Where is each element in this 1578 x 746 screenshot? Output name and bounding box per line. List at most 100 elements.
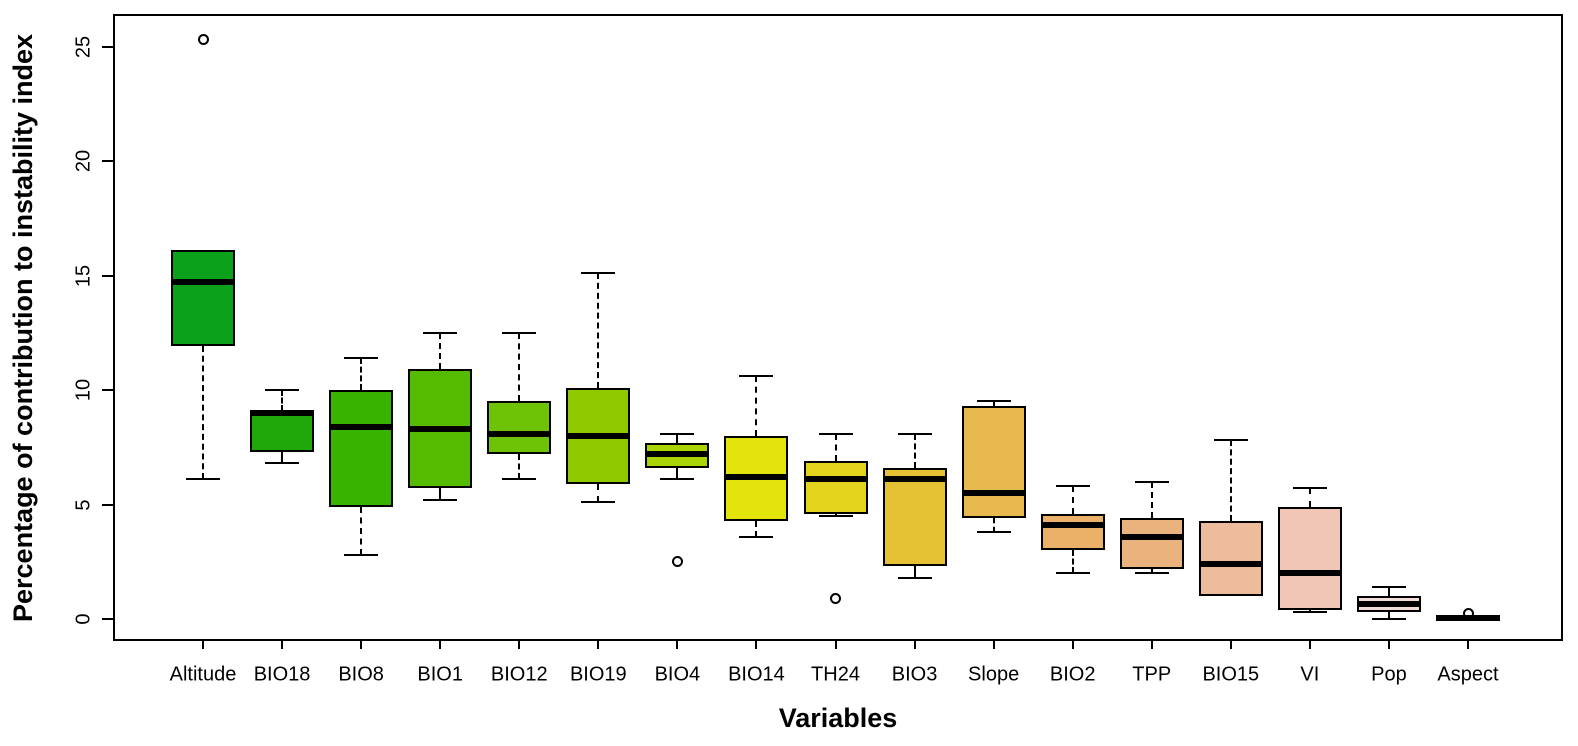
upper-whisker-cap: [423, 331, 458, 334]
median-line: [1277, 570, 1342, 577]
box-iqr: [961, 406, 1026, 519]
lower-whisker-cap: [1134, 572, 1169, 575]
x-tick-mark: [676, 641, 679, 649]
median-line: [171, 279, 235, 286]
upper-whisker: [281, 390, 284, 411]
x-tick-label: BIO1: [417, 663, 463, 686]
box-iqr: [1198, 520, 1263, 597]
upper-whisker: [360, 357, 363, 390]
lower-whisker: [1308, 609, 1311, 613]
outlier-point: [671, 556, 683, 568]
upper-whisker-cap: [976, 400, 1011, 403]
x-tick-mark: [992, 641, 995, 649]
median-line: [408, 425, 473, 432]
lower-whisker: [1150, 568, 1153, 574]
median-line: [1356, 601, 1421, 608]
box-iqr: [250, 410, 315, 452]
upper-whisker: [597, 273, 600, 388]
y-tick-label: 15: [72, 264, 95, 287]
box-iqr: [487, 401, 552, 455]
lower-whisker: [1387, 612, 1390, 619]
outlier-point: [197, 34, 209, 46]
y-tick-mark: [102, 618, 113, 620]
box-iqr: [1277, 506, 1342, 610]
lower-whisker: [1071, 550, 1074, 574]
lower-whisker-cap: [186, 478, 220, 481]
x-tick-label: BIO4: [654, 663, 701, 686]
lower-whisker: [992, 518, 995, 532]
lower-whisker: [281, 451, 284, 464]
x-tick-mark: [518, 641, 521, 649]
upper-whisker-cap: [897, 432, 932, 435]
y-tick-label: 10: [72, 378, 95, 402]
upper-whisker: [1308, 488, 1311, 507]
upper-whisker: [755, 376, 758, 436]
lower-whisker-cap: [1055, 572, 1090, 575]
x-tick-label: TH24: [811, 663, 860, 686]
median-line: [961, 490, 1026, 497]
upper-whisker-cap: [1134, 480, 1169, 483]
lower-whisker-cap: [976, 530, 1011, 533]
box-iqr: [882, 467, 947, 567]
x-tick-label: BIO19: [569, 663, 627, 686]
median-line: [329, 423, 394, 430]
y-tick-label: 20: [72, 149, 95, 173]
x-tick-label: Slope: [968, 663, 1020, 686]
lower-whisker: [202, 346, 204, 480]
lower-whisker-cap: [502, 478, 537, 481]
x-tick-mark: [439, 641, 442, 649]
upper-whisker: [1071, 486, 1074, 514]
box-iqr: [1040, 513, 1105, 551]
x-tick-mark: [597, 641, 600, 649]
lower-whisker-cap: [1371, 618, 1406, 620]
upper-whisker-cap: [581, 272, 616, 275]
y-tick-label: 5: [72, 498, 95, 511]
x-axis-title: Variables: [778, 703, 898, 733]
median-line: [645, 451, 710, 458]
median-line: [724, 474, 789, 481]
x-tick-label: VI: [1300, 663, 1320, 686]
upper-whisker: [676, 433, 679, 443]
x-tick-label: BIO14: [728, 663, 785, 686]
lower-whisker-cap: [818, 514, 853, 517]
median-line: [1119, 533, 1184, 540]
lower-whisker: [518, 454, 521, 480]
median-line: [250, 409, 315, 416]
y-tick-mark: [102, 389, 113, 391]
y-tick-mark: [102, 45, 113, 48]
x-tick-mark: [1467, 641, 1469, 649]
y-tick-mark: [102, 274, 113, 277]
y-tick-mark: [102, 160, 113, 162]
x-tick-label: BIO2: [1049, 663, 1096, 686]
x-tick-label: Altitude: [169, 663, 237, 686]
lower-whisker-cap: [265, 462, 300, 465]
x-tick-mark: [1229, 641, 1232, 649]
upper-whisker-cap: [1213, 439, 1248, 442]
outlier-point: [830, 592, 841, 604]
upper-whisker-cap: [344, 356, 379, 359]
lower-whisker: [360, 506, 363, 555]
box-iqr: [803, 460, 868, 514]
median-line: [1198, 561, 1263, 568]
x-tick-label: TPP: [1132, 663, 1172, 686]
x-tick-label: BIO8: [338, 663, 384, 686]
median-line: [487, 430, 552, 437]
x-tick-mark: [1387, 641, 1390, 649]
lower-whisker-cap: [660, 478, 695, 481]
upper-whisker: [518, 332, 521, 402]
x-tick-mark: [281, 641, 284, 649]
x-tick-label: Pop: [1371, 663, 1407, 686]
upper-whisker-cap: [739, 375, 774, 378]
lower-whisker: [913, 566, 916, 578]
lower-whisker-cap: [1292, 611, 1327, 614]
box-iqr: [329, 390, 394, 507]
lower-whisker-cap: [739, 535, 774, 538]
upper-whisker-cap: [265, 389, 300, 391]
lower-whisker-cap: [344, 553, 379, 556]
lower-whisker-cap: [897, 576, 932, 579]
lower-whisker: [597, 483, 600, 503]
x-tick-mark: [913, 641, 916, 649]
upper-whisker-cap: [502, 331, 537, 334]
